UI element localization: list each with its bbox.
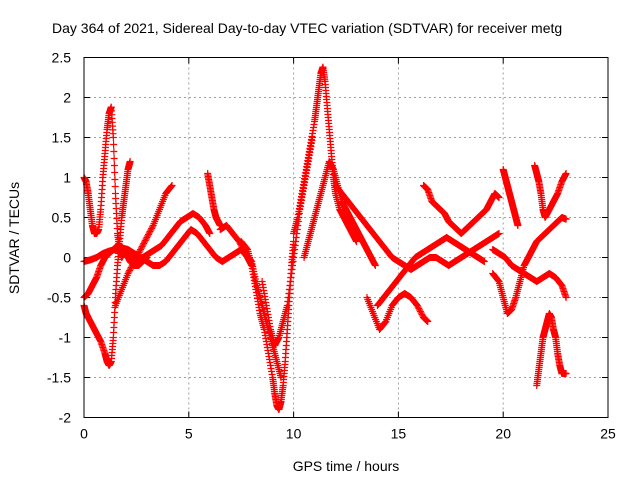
data-point <box>424 318 432 325</box>
data-point <box>135 249 143 256</box>
data-point <box>562 294 570 301</box>
y-tick-labels: -2 -1.5 -1 -0.5 0 0.5 1 1.5 2 2.5 <box>47 50 71 426</box>
data-point <box>206 230 214 237</box>
data-point <box>148 225 156 232</box>
data-point <box>126 158 134 165</box>
data-point <box>127 264 135 271</box>
data-point <box>110 155 118 162</box>
data-point <box>562 215 570 223</box>
axis-ticks <box>83 57 609 418</box>
data-point <box>495 194 503 201</box>
data-point <box>416 306 424 314</box>
data-point <box>417 309 425 317</box>
series-sat-q <box>489 214 570 317</box>
data-point <box>141 237 149 244</box>
y-tick-label: -0.5 <box>47 290 71 306</box>
data-point <box>110 141 118 148</box>
series-sat-i <box>237 238 298 413</box>
data-point <box>124 270 132 277</box>
series-sat-n <box>363 290 432 333</box>
data-point <box>139 241 147 249</box>
data-point <box>126 267 134 274</box>
data-point <box>414 303 422 311</box>
data-point <box>413 302 421 309</box>
data-point <box>140 240 148 247</box>
series-sat-t <box>531 162 570 221</box>
series-sat-h <box>216 222 285 381</box>
data-point <box>416 308 424 315</box>
data-point <box>167 183 175 190</box>
data-point <box>480 258 488 265</box>
data-point <box>144 232 152 240</box>
series-sat-s <box>489 246 570 301</box>
data-point <box>514 222 522 229</box>
y-tick-label: 2 <box>63 90 71 106</box>
data-point <box>138 243 146 250</box>
series-sat-r <box>499 166 522 229</box>
y-tick-label: 1.5 <box>52 130 72 146</box>
series-sat-p <box>420 182 503 237</box>
y-tick-label: -2 <box>59 410 72 426</box>
data-point <box>494 277 502 284</box>
data-point <box>371 262 379 269</box>
series-sat-m <box>332 182 503 273</box>
data-point <box>168 182 176 189</box>
data-point <box>381 319 389 326</box>
series-sat-u <box>533 310 570 389</box>
x-tick-label: 20 <box>495 426 511 442</box>
data-point <box>243 245 251 252</box>
x-tick-label: 15 <box>391 426 407 442</box>
series-sat-j <box>258 134 316 349</box>
data-point <box>128 262 136 270</box>
chart-title: Day 364 of 2021, Sidereal Day-to-day VTE… <box>52 20 562 36</box>
data-point <box>562 370 570 377</box>
y-tick-label: 1 <box>63 170 71 186</box>
x-tick-label: 0 <box>80 426 88 442</box>
y-tick-label: 0 <box>63 250 71 266</box>
data-point <box>110 162 118 169</box>
data-point <box>111 183 119 190</box>
x-tick-label: 25 <box>600 426 616 442</box>
series-sat-a <box>80 103 130 261</box>
x-tick-label: 10 <box>286 426 302 442</box>
data-point <box>415 305 423 312</box>
y-axis-label: SDTVAR / TECUs <box>6 182 22 294</box>
data-point <box>126 265 134 273</box>
data-point <box>111 169 119 176</box>
series-sat-f <box>122 210 214 265</box>
data-point <box>562 170 570 177</box>
y-tick-label: -1.5 <box>47 370 71 386</box>
data-point <box>495 230 503 237</box>
y-tick-label: 0.5 <box>52 210 72 226</box>
data-point <box>141 238 149 246</box>
x-tick-labels: 0 5 10 15 20 25 <box>80 426 616 442</box>
series-sat-o <box>373 234 488 309</box>
data-point <box>144 231 152 238</box>
data-point <box>148 223 156 231</box>
data-point <box>137 246 145 253</box>
plot-frame <box>83 57 609 418</box>
data-point <box>147 226 155 234</box>
data-point <box>146 228 154 235</box>
data-point <box>143 234 151 241</box>
x-tick-label: 5 <box>185 426 193 442</box>
data-points <box>80 63 570 413</box>
data-point <box>142 235 150 243</box>
data-point <box>125 268 133 276</box>
data-point <box>111 176 119 183</box>
data-point <box>134 250 142 258</box>
grid-lines <box>84 57 608 418</box>
data-point <box>145 229 153 237</box>
y-tick-label: -1 <box>59 330 72 346</box>
x-axis-label: GPS time / hours <box>293 458 400 474</box>
data-point <box>109 134 117 141</box>
data-point <box>136 247 144 255</box>
data-point <box>110 148 118 155</box>
series-sat-g <box>204 170 224 229</box>
data-point <box>352 238 360 245</box>
y-tick-label: 2.5 <box>52 50 72 66</box>
data-point <box>137 244 145 252</box>
